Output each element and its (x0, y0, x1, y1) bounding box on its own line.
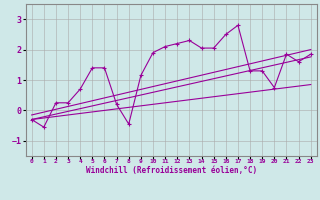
X-axis label: Windchill (Refroidissement éolien,°C): Windchill (Refroidissement éolien,°C) (86, 166, 257, 175)
